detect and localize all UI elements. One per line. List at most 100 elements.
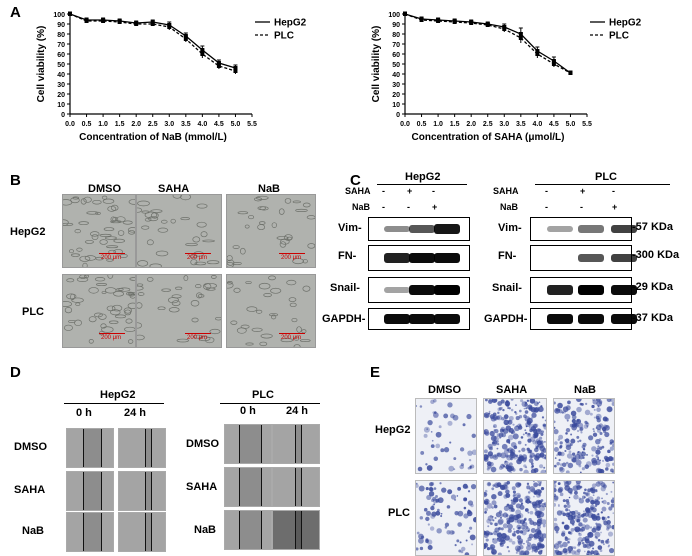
cell bbox=[202, 239, 215, 243]
stained-cell bbox=[589, 412, 593, 416]
c-nab-label-right: NaB bbox=[500, 202, 519, 212]
stained-cell bbox=[490, 435, 497, 442]
stained-cell bbox=[486, 518, 492, 524]
stained-cell bbox=[426, 539, 433, 545]
blot-label-right: Vim- bbox=[498, 222, 522, 234]
stained-cell bbox=[491, 548, 497, 555]
stained-cell bbox=[471, 543, 474, 546]
blot-band bbox=[578, 285, 604, 295]
stained-cell bbox=[571, 515, 576, 520]
cell bbox=[259, 221, 266, 225]
stained-cell bbox=[518, 409, 522, 413]
cell bbox=[116, 287, 124, 291]
stained-cell bbox=[451, 530, 455, 535]
stained-cell bbox=[510, 499, 513, 502]
stained-cell bbox=[462, 423, 466, 427]
blot-band bbox=[384, 314, 410, 324]
stained-cell bbox=[512, 533, 517, 537]
stained-cell bbox=[605, 492, 608, 496]
stained-cell bbox=[581, 444, 586, 449]
stained-cell bbox=[581, 451, 584, 454]
cell bbox=[280, 338, 294, 343]
stained-cell bbox=[512, 490, 516, 494]
stained-cell bbox=[593, 430, 595, 433]
stained-cell bbox=[563, 524, 569, 530]
cell bbox=[76, 277, 89, 282]
stained-cell bbox=[575, 483, 581, 489]
x-tick-label: 5.5 bbox=[247, 121, 257, 128]
stained-cell bbox=[592, 494, 595, 497]
stained-cell bbox=[501, 407, 504, 409]
stained-cell bbox=[527, 529, 530, 532]
cell bbox=[127, 302, 135, 309]
stained-cell bbox=[503, 419, 510, 426]
stained-cell bbox=[466, 413, 472, 420]
cell bbox=[66, 278, 75, 283]
stained-cell bbox=[565, 432, 568, 435]
stained-cell bbox=[607, 538, 610, 541]
stained-cell bbox=[540, 469, 546, 473]
stained-cell bbox=[554, 401, 556, 405]
stained-cell bbox=[612, 497, 614, 500]
cell bbox=[227, 281, 233, 285]
stained-cell bbox=[499, 542, 503, 545]
cell bbox=[104, 287, 117, 294]
stained-cell bbox=[454, 498, 457, 501]
stained-cell bbox=[528, 458, 534, 463]
stained-cell bbox=[506, 546, 509, 549]
stained-cell bbox=[570, 528, 575, 532]
stained-cell bbox=[533, 454, 536, 457]
stained-cell bbox=[494, 483, 499, 488]
stained-cell bbox=[518, 450, 521, 453]
stained-cell bbox=[574, 510, 579, 515]
stained-cell bbox=[584, 464, 590, 469]
stained-cell bbox=[530, 425, 537, 432]
blot-strip bbox=[368, 217, 470, 241]
stained-cell bbox=[501, 532, 507, 539]
stained-cell bbox=[565, 499, 570, 503]
stained-cell bbox=[554, 502, 557, 507]
cell bbox=[123, 307, 133, 314]
stained-cell bbox=[513, 445, 518, 450]
cell bbox=[93, 312, 103, 318]
blot-band bbox=[409, 314, 435, 324]
stained-cell bbox=[599, 459, 601, 462]
micrograph: 200 μm bbox=[62, 194, 136, 268]
stained-cell bbox=[443, 447, 450, 453]
stained-cell bbox=[539, 453, 542, 456]
cell bbox=[99, 233, 112, 237]
stained-cell bbox=[522, 458, 527, 463]
blot-strip bbox=[530, 217, 637, 241]
scale-bar-label: 200 μm bbox=[187, 335, 208, 341]
scale-bar-label: 200 μm bbox=[101, 335, 122, 341]
molecular-weight-label: -300 KDa bbox=[632, 249, 680, 261]
cell bbox=[101, 291, 107, 294]
stained-cell bbox=[590, 499, 595, 505]
stained-cell bbox=[512, 494, 516, 498]
x-axis-label: Concentration of SAHA (μmol/L) bbox=[412, 132, 565, 143]
stained-cell bbox=[529, 455, 533, 459]
stained-cell bbox=[571, 457, 577, 463]
stained-cell bbox=[556, 510, 563, 516]
stained-cell bbox=[602, 484, 607, 489]
wound-gap bbox=[295, 425, 301, 463]
stained-cell bbox=[529, 501, 533, 504]
stained-cell bbox=[583, 550, 586, 553]
stained-cell bbox=[539, 464, 544, 469]
stained-cell bbox=[534, 548, 538, 553]
stained-cell bbox=[583, 424, 589, 429]
d-time-24h-plc: 24 h bbox=[286, 405, 309, 417]
stained-cell bbox=[608, 506, 613, 511]
cell bbox=[66, 293, 77, 300]
stained-cell bbox=[416, 482, 418, 485]
stained-cell bbox=[435, 431, 442, 438]
stained-cell bbox=[610, 468, 614, 473]
stained-cell bbox=[423, 507, 428, 512]
stained-cell bbox=[431, 511, 437, 517]
stained-cell bbox=[567, 546, 574, 552]
stained-cell bbox=[557, 540, 562, 545]
blot-strip bbox=[368, 277, 470, 303]
stained-cell bbox=[532, 503, 538, 509]
stained-cell bbox=[596, 424, 602, 431]
stained-cell bbox=[515, 529, 520, 534]
